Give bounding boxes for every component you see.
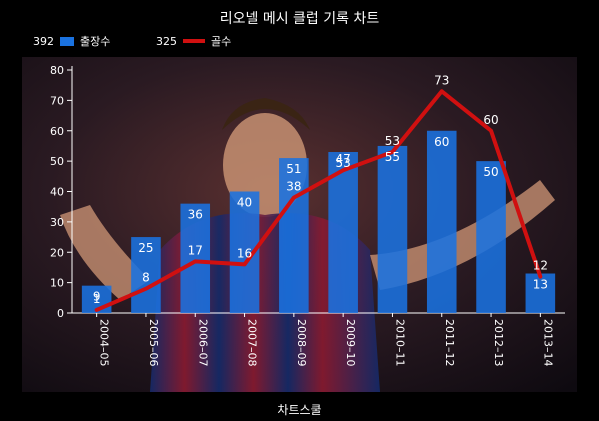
y-tick-label: 70 bbox=[50, 94, 64, 107]
bar-value-label: 53 bbox=[336, 156, 351, 170]
legend-line-swatch bbox=[183, 39, 205, 43]
line-value-label: 73 bbox=[434, 73, 449, 87]
line-value-label: 60 bbox=[483, 113, 498, 127]
bar-value-label: 55 bbox=[385, 150, 400, 164]
line-value-label: 38 bbox=[286, 180, 301, 194]
x-tick-label: 2011–12 bbox=[443, 319, 456, 367]
bar-appearances bbox=[377, 145, 408, 313]
line-value-label: 8 bbox=[142, 271, 150, 285]
line-series bbox=[94, 89, 543, 312]
legend-total-appearances: 392 bbox=[33, 34, 54, 48]
bar-value-label: 13 bbox=[533, 278, 548, 292]
bar-appearances bbox=[328, 152, 358, 313]
bar-series bbox=[81, 130, 556, 313]
legend-label-appearances: 출장수 bbox=[80, 35, 111, 48]
bar-value-label: 40 bbox=[237, 196, 252, 210]
y-tick-label: 40 bbox=[50, 186, 64, 199]
bar-value-label: 36 bbox=[188, 208, 203, 222]
x-tick-label: 2013–14 bbox=[541, 319, 554, 367]
bar-value-label: 25 bbox=[138, 241, 153, 255]
legend-label-goals: 골수 bbox=[211, 35, 232, 48]
y-tick-label: 20 bbox=[50, 246, 64, 259]
x-tick-label: 2012–13 bbox=[492, 319, 505, 367]
y-tick-label: 80 bbox=[50, 64, 64, 77]
chart-source-footer: 차트스쿨 bbox=[277, 403, 322, 417]
line-value-label: 16 bbox=[237, 246, 252, 260]
y-tick-label: 50 bbox=[50, 155, 64, 168]
bar-value-label: 50 bbox=[483, 165, 498, 179]
x-tick-label: 2010–11 bbox=[393, 319, 406, 367]
bar-appearances bbox=[131, 237, 161, 313]
line-value-label: 17 bbox=[188, 243, 203, 257]
bar-value-label: 51 bbox=[286, 162, 301, 176]
x-tick-label: 2007–08 bbox=[246, 319, 259, 367]
y-tick-label: 0 bbox=[57, 307, 64, 320]
x-tick-label: 2006–07 bbox=[196, 319, 209, 367]
bar-appearances bbox=[279, 158, 309, 313]
x-tick-label: 2009–10 bbox=[344, 319, 357, 367]
chart-axes: 0 10 20 30 40 50 60 70 80 2004–05 2005–06 2006–07 20… bbox=[50, 64, 565, 367]
line-goals bbox=[94, 89, 543, 312]
line-value-label: 12 bbox=[533, 259, 548, 273]
legend-item-appearances[interactable]: 392 출장수 bbox=[33, 33, 110, 49]
x-tick-label: 2005–06 bbox=[147, 319, 160, 367]
bar-value-label: 9 bbox=[93, 290, 101, 304]
bar-appearances bbox=[426, 130, 457, 313]
line-value-label: 53 bbox=[385, 134, 400, 148]
bar-appearances bbox=[180, 203, 211, 313]
line-value-label: 47 bbox=[336, 152, 351, 166]
legend-total-goals: 325 bbox=[156, 34, 177, 48]
bar-appearances bbox=[476, 161, 506, 313]
bar-value-label: 60 bbox=[434, 135, 449, 149]
line-value-label: 1 bbox=[93, 292, 101, 306]
x-tick-label: 2004–05 bbox=[98, 319, 111, 367]
bar-appearances bbox=[525, 273, 556, 313]
x-tick-label: 2008–09 bbox=[295, 319, 308, 367]
legend-item-goals[interactable]: 325 골수 bbox=[156, 33, 231, 49]
y-tick-label: 60 bbox=[50, 125, 64, 138]
chart-title: 리오넬 메시 클럽 기록 차트 bbox=[219, 11, 380, 27]
legend-bar-swatch bbox=[60, 36, 74, 46]
y-tick-label: 10 bbox=[50, 277, 64, 290]
y-tick-label: 30 bbox=[50, 216, 64, 229]
